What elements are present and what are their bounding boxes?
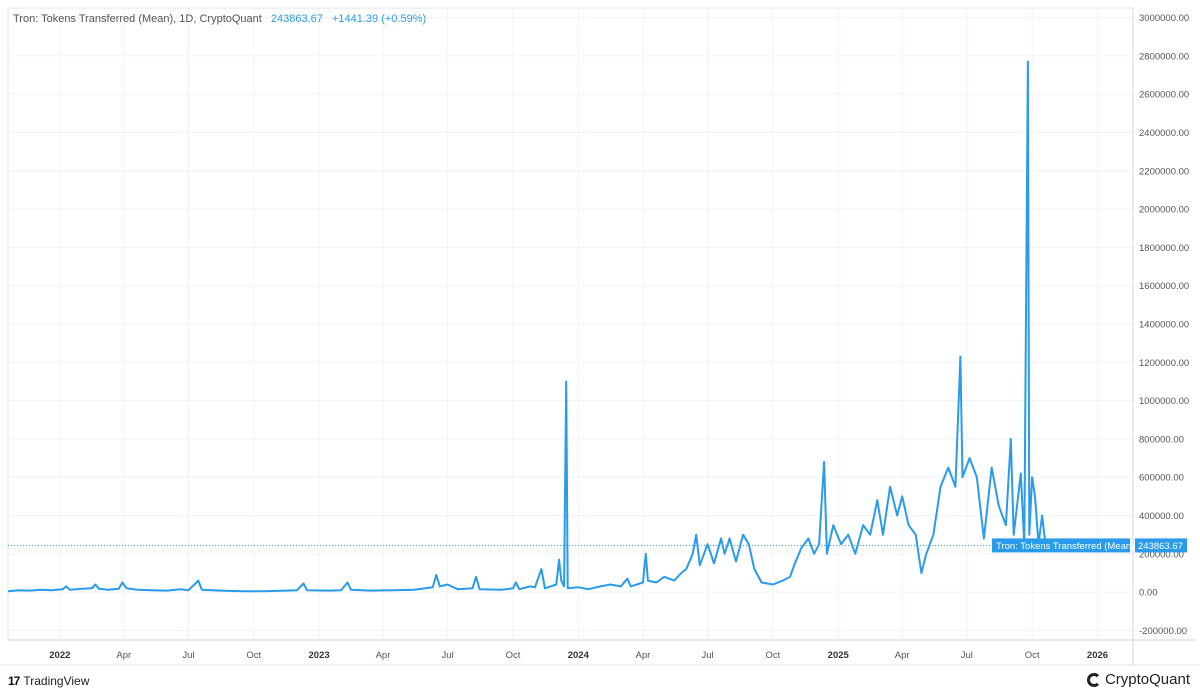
x-tick-label: Apr — [376, 650, 391, 661]
legend-title: Tron: Tokens Transferred (Mean), 1D, Cry… — [13, 13, 262, 25]
x-tick-label: 2022 — [49, 650, 70, 661]
y-tick-label: -200000.00 — [1139, 626, 1187, 637]
y-tick-label: 1800000.00 — [1139, 243, 1189, 254]
x-tick-label: 2026 — [1087, 650, 1108, 661]
x-tick-label: Oct — [506, 650, 521, 661]
tradingview-logo-icon: 17 — [8, 674, 20, 688]
series-name-badge — [992, 538, 1130, 553]
legend-value: 243863.67 — [270, 13, 323, 25]
last-value-badge — [1135, 538, 1187, 553]
legend-change: +1441.39 (+0.59%) — [331, 13, 427, 25]
y-tick-label: 800000.00 — [1139, 434, 1184, 445]
x-tick-label: 2023 — [309, 650, 330, 661]
x-tick-label: Oct — [766, 650, 781, 661]
y-tick-label: 600000.00 — [1139, 473, 1184, 484]
cryptoquant-label: CryptoQuant — [1104, 671, 1190, 688]
x-tick-label: Apr — [636, 650, 651, 661]
series-line[interactable] — [7, 60, 1047, 593]
y-tick-label: 3000000.00 — [1139, 13, 1189, 24]
y-tick-label: 400000.00 — [1139, 511, 1184, 522]
x-tick-label: Jul — [701, 650, 713, 661]
x-tick-label: Jul — [961, 650, 973, 661]
x-tick-label: Jul — [182, 650, 194, 661]
y-tick-label: 2800000.00 — [1139, 51, 1189, 62]
y-tick-label: 2000000.00 — [1139, 205, 1189, 216]
x-tick-label: 2024 — [568, 650, 590, 661]
y-tick-label: 0.00 — [1139, 588, 1158, 599]
x-tick-label: Oct — [246, 650, 261, 661]
y-tick-label: 1000000.00 — [1139, 396, 1189, 407]
x-tick-label: Apr — [116, 650, 131, 661]
y-tick-label: 2600000.00 — [1139, 90, 1189, 101]
last-value-badge-label: 243863.67 — [1138, 541, 1183, 552]
series-name-badge-label: Tron: Tokens Transferred (Mean) — [996, 541, 1134, 552]
y-tick-label: 1200000.00 — [1139, 358, 1189, 369]
x-tick-label: Oct — [1025, 650, 1040, 661]
tradingview-label: TradingView — [23, 674, 90, 688]
x-tick-label: 2025 — [828, 650, 850, 661]
cryptoquant-branding[interactable]: CryptoQuant — [1086, 671, 1190, 688]
chart-legend: Tron: Tokens Transferred (Mean), 1D, Cry… — [13, 13, 426, 25]
x-tick-label: Apr — [895, 650, 910, 661]
cryptoquant-logo-icon — [1086, 672, 1101, 687]
y-tick-label: 200000.00 — [1139, 549, 1184, 560]
y-tick-label: 1400000.00 — [1139, 320, 1189, 331]
tradingview-branding[interactable]: 17 TradingView — [8, 674, 89, 688]
y-tick-label: 2200000.00 — [1139, 166, 1189, 177]
y-tick-label: 2400000.00 — [1139, 128, 1189, 139]
x-tick-label: Jul — [442, 650, 454, 661]
y-tick-label: 1600000.00 — [1139, 281, 1189, 292]
